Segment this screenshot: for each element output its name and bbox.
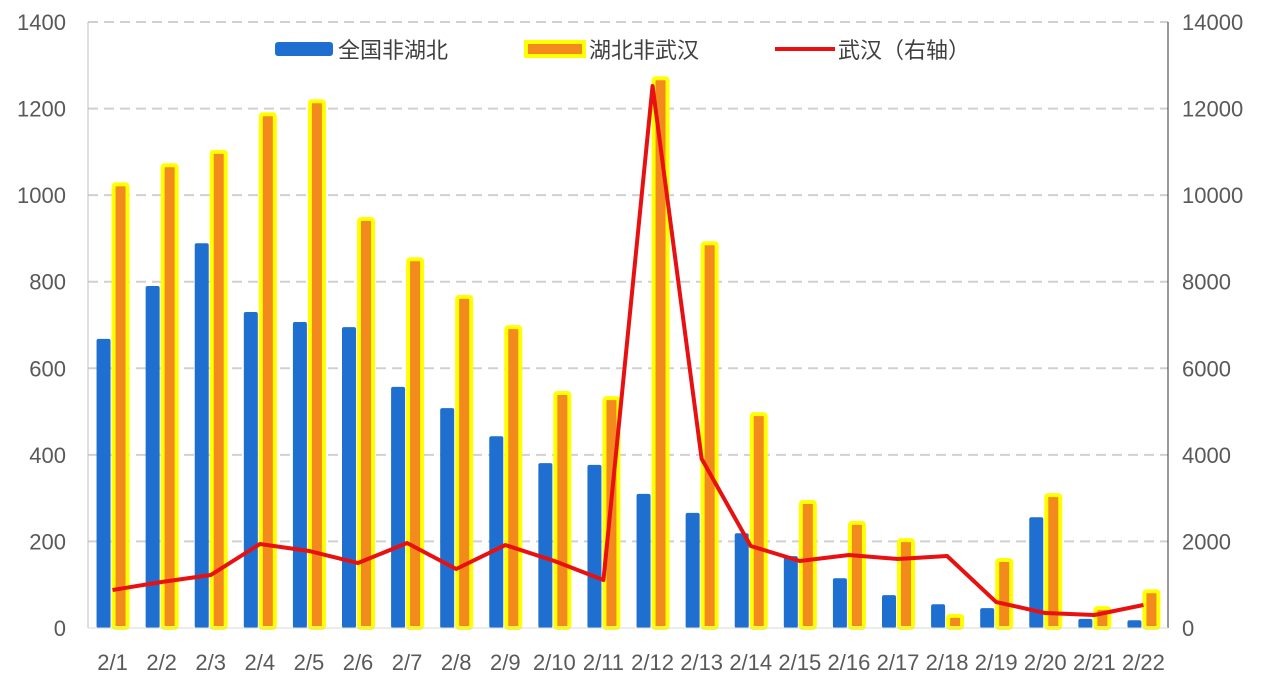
bar-national-ex-hubei (980, 608, 995, 628)
left-tick-label: 800 (29, 270, 66, 295)
bar-national-ex-hubei (243, 312, 258, 628)
x-tick-label: 2/3 (195, 650, 226, 675)
bar-national-ex-hubei (685, 512, 700, 628)
bar-national-ex-hubei (194, 243, 209, 628)
bar-national-ex-hubei (931, 604, 946, 628)
bar-hubei-ex-wuhan (1044, 493, 1063, 630)
bars (96, 76, 1161, 631)
right-tick-label: 14000 (1182, 10, 1243, 35)
legend: 全国非湖北 湖北非武汉 武汉（右轴） (275, 39, 970, 64)
left-tick-label: 0 (54, 616, 66, 641)
left-tick-label: 600 (29, 356, 66, 381)
bar-hubei-ex-wuhan (995, 558, 1014, 631)
wuhan-series-line (112, 84, 1144, 618)
bar-hubei-ex-wuhan (749, 412, 768, 630)
x-tick-label: 2/21 (1073, 650, 1116, 675)
right-tick-label: 0 (1182, 616, 1194, 641)
x-tick-label: 2/4 (245, 650, 276, 675)
x-tick-label: 2/22 (1122, 650, 1165, 675)
legend-label-hubei-ex-wuhan: 湖北非武汉 (589, 39, 699, 64)
bar-national-ex-hubei (882, 595, 896, 628)
right-tick-label: 10000 (1182, 183, 1243, 208)
x-tick-label: 2/12 (631, 650, 674, 675)
legend-swatch-national-ex-hubei (275, 42, 333, 56)
bar-national-ex-hubei (587, 464, 602, 628)
left-tick-label: 200 (29, 529, 66, 554)
axes: 0200400600800100012001400020004000600080… (17, 10, 1243, 675)
bar-hubei-ex-wuhan (357, 216, 375, 630)
bar-hubei-ex-wuhan (847, 520, 866, 631)
bar-national-ex-hubei (96, 338, 111, 628)
x-tick-label: 2/16 (827, 650, 870, 675)
x-tick-label: 2/18 (926, 650, 969, 675)
right-tick-label: 8000 (1182, 270, 1231, 295)
x-tick-label: 2/9 (490, 650, 521, 675)
bar-national-ex-hubei (538, 463, 553, 628)
legend-swatch-hubei-ex-wuhan (524, 40, 586, 58)
bar-hubei-ex-wuhan (553, 390, 572, 630)
bar-national-ex-hubei (1127, 620, 1142, 628)
right-tick-label: 12000 (1182, 97, 1243, 122)
x-tick-label: 2/15 (778, 650, 821, 675)
bar-national-ex-hubei (489, 436, 504, 628)
legend-label-national-ex-hubei: 全国非湖北 (338, 39, 448, 64)
bar-national-ex-hubei (292, 321, 307, 628)
bar-national-ex-hubei (1029, 517, 1044, 628)
right-tick-label: 4000 (1182, 443, 1231, 468)
x-tick-label: 2/8 (441, 650, 472, 675)
x-tick-label: 2/2 (146, 650, 177, 675)
right-tick-label: 6000 (1182, 356, 1231, 381)
bar-national-ex-hubei (440, 408, 455, 628)
bar-hubei-ex-wuhan (406, 257, 425, 630)
x-tick-label: 2/5 (294, 650, 325, 675)
left-tick-label: 1400 (17, 10, 66, 35)
bar-hubei-ex-wuhan (798, 500, 817, 630)
bar-national-ex-hubei (636, 493, 651, 628)
bar-national-ex-hubei (342, 327, 356, 628)
bar-national-ex-hubei (1078, 618, 1093, 628)
x-tick-label: 2/6 (343, 650, 374, 675)
bar-national-ex-hubei (783, 556, 798, 628)
bar-hubei-ex-wuhan (209, 149, 228, 630)
x-tick-label: 2/19 (975, 650, 1018, 675)
bar-hubei-ex-wuhan (946, 613, 965, 631)
x-tick-label: 2/14 (729, 650, 772, 675)
x-tick-label: 2/20 (1024, 650, 1067, 675)
bar-hubei-ex-wuhan (111, 182, 130, 630)
x-tick-label: 2/17 (877, 650, 920, 675)
x-tick-label: 2/11 (583, 650, 624, 675)
bar-national-ex-hubei (391, 386, 406, 628)
left-tick-label: 1200 (17, 97, 66, 122)
bar-hubei-ex-wuhan (258, 112, 277, 631)
left-tick-label: 400 (29, 443, 66, 468)
bar-hubei-ex-wuhan (455, 294, 474, 630)
bar-national-ex-hubei (145, 286, 160, 628)
x-tick-label: 2/13 (680, 650, 723, 675)
wuhan-line (112, 84, 1144, 618)
x-tick-label: 2/7 (392, 650, 423, 675)
bar-hubei-ex-wuhan (700, 241, 719, 630)
bar-national-ex-hubei (832, 578, 847, 628)
right-tick-label: 2000 (1182, 529, 1231, 554)
legend-label-wuhan: 武汉（右轴） (838, 39, 970, 64)
bar-hubei-ex-wuhan (504, 325, 523, 630)
left-tick-label: 1000 (17, 183, 66, 208)
bar-hubei-ex-wuhan (1142, 589, 1161, 631)
x-tick-label: 2/1 (97, 650, 128, 675)
bar-national-ex-hubei (734, 533, 749, 628)
bar-hubei-ex-wuhan (160, 163, 179, 630)
x-tick-label: 2/10 (533, 650, 576, 675)
bar-hubei-ex-wuhan (897, 538, 915, 631)
bar-hubei-ex-wuhan (307, 99, 326, 631)
